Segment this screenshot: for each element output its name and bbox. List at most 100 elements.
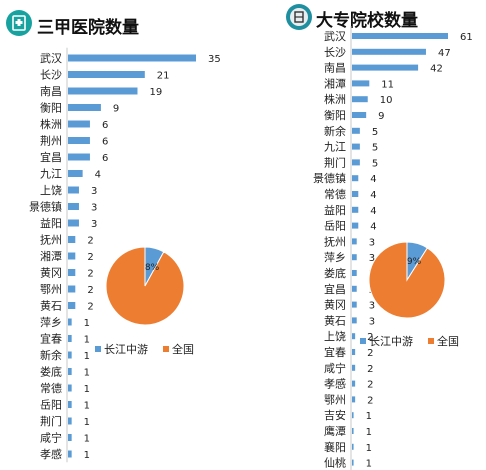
data-label: 6 <box>102 137 108 148</box>
category-label: 宜昌 <box>324 282 346 296</box>
pie-slice <box>105 246 185 326</box>
data-label: 4 <box>370 174 376 185</box>
category-label: 景德镇 <box>29 200 62 214</box>
bar <box>352 222 359 229</box>
category-label: 黄冈 <box>40 266 62 280</box>
category-label: 南昌 <box>324 62 346 75</box>
legend-swatch <box>428 338 434 344</box>
category-label: 咸宁 <box>324 361 346 375</box>
bar <box>68 137 90 144</box>
data-label: 11 <box>381 79 394 90</box>
category-label: 岳阳 <box>324 220 346 233</box>
data-label: 1 <box>84 318 90 329</box>
bar <box>68 368 72 375</box>
bar <box>68 434 72 441</box>
data-label: 2 <box>87 285 93 296</box>
bar <box>352 48 426 55</box>
data-label: 2 <box>367 364 373 375</box>
legend-swatch <box>360 338 366 344</box>
bar <box>352 33 448 39</box>
bar <box>352 333 356 340</box>
legend-swatch <box>95 346 101 352</box>
bar <box>352 317 357 324</box>
bar <box>352 112 367 118</box>
data-label: 4 <box>370 206 376 217</box>
bar <box>352 254 357 261</box>
category-label: 上饶 <box>324 330 346 343</box>
bar <box>352 364 356 371</box>
category-label: 吉安 <box>324 408 346 422</box>
data-label: 4 <box>370 222 376 233</box>
data-label: 19 <box>149 87 162 98</box>
category-label: 荆门 <box>324 155 346 169</box>
data-label: 2 <box>87 236 93 247</box>
category-label: 九江 <box>40 168 62 181</box>
data-label: 2 <box>367 332 373 343</box>
bar <box>352 459 354 466</box>
category-label: 鄂州 <box>324 393 346 406</box>
category-label: 武汉 <box>40 52 62 65</box>
bar <box>352 96 368 103</box>
data-label: 3 <box>91 203 97 214</box>
category-label: 孝感 <box>40 448 62 461</box>
bar <box>68 104 101 111</box>
category-label: 九江 <box>324 141 346 154</box>
category-label: 抚州 <box>40 233 62 247</box>
data-label: 4 <box>370 190 376 201</box>
bar <box>68 186 79 194</box>
category-label: 娄底 <box>324 266 346 280</box>
bar <box>352 380 356 387</box>
bar <box>352 80 370 87</box>
chart-title-hospitals: 三甲医院数量 <box>37 18 139 38</box>
bar <box>352 301 357 308</box>
bar <box>352 285 357 292</box>
data-label: 3 <box>369 237 375 248</box>
data-label: 3 <box>369 253 375 264</box>
category-label: 衡阳 <box>324 109 346 122</box>
data-label: 1 <box>366 411 372 422</box>
data-label: 3 <box>91 186 97 197</box>
category-label: 娄底 <box>40 365 62 379</box>
category-label: 荆州 <box>40 135 62 148</box>
bar <box>352 143 360 150</box>
category-label: 萍乡 <box>40 316 62 329</box>
category-label: 宜昌 <box>40 150 62 164</box>
category-label: 岳阳 <box>40 399 62 412</box>
category-label: 黄石 <box>324 313 346 327</box>
legend-label: 全国 <box>437 334 459 348</box>
legend-swatch <box>163 346 169 352</box>
category-label: 黄冈 <box>324 298 346 312</box>
bar <box>352 443 354 450</box>
bar <box>68 384 72 392</box>
bar <box>352 428 354 434</box>
category-label: 荆门 <box>40 414 62 428</box>
bar <box>68 335 72 342</box>
bar <box>68 54 196 62</box>
bar <box>352 159 360 166</box>
category-label: 株洲 <box>40 117 62 131</box>
category-label: 新余 <box>324 124 346 138</box>
bar <box>68 318 72 326</box>
data-label: 1 <box>84 335 90 346</box>
category-label: 抚州 <box>324 234 346 248</box>
legend-label: 长江中游 <box>369 335 413 348</box>
category-label: 益阳 <box>324 203 346 217</box>
data-label: 2 <box>87 302 93 313</box>
hospital-icon <box>6 10 32 36</box>
data-label: 1 <box>84 417 90 428</box>
school-icon <box>286 4 312 30</box>
category-label: 咸宁 <box>40 431 62 445</box>
legend-label: 长江中游 <box>104 343 148 356</box>
bar <box>68 120 90 128</box>
category-label: 株洲 <box>324 92 346 106</box>
category-label: 宜春 <box>324 345 346 359</box>
data-label: 4 <box>95 170 101 181</box>
data-label: 6 <box>102 120 108 131</box>
data-label: 47 <box>438 48 451 59</box>
bar <box>68 252 76 260</box>
bar <box>68 219 79 227</box>
data-label: 2 <box>367 395 373 406</box>
data-label: 2 <box>367 380 373 391</box>
